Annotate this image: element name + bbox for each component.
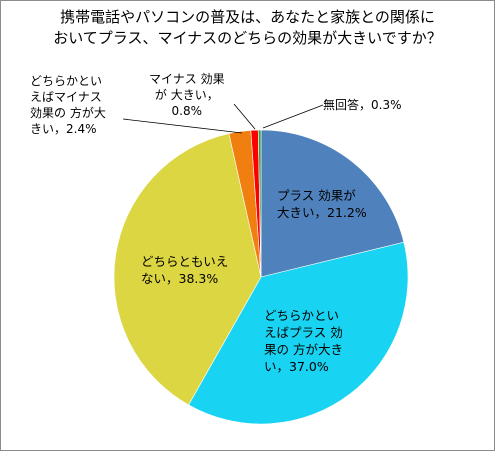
chart-title-line-2: おいてプラス、マイナスのどちらの効果が大きいですか？ [53,29,442,47]
slice-label-plus: プラス 効果が 大きい，21.2% [277,188,367,220]
pie-slice-no-answer [257,129,262,278]
leader-line-minus [233,103,256,130]
pie-slice-plus [260,129,405,278]
leader-line-rather-minus [122,118,243,134]
leader-line-no-answer [262,104,324,129]
slice-label-no-answer: 無回答，0.3% [323,98,402,112]
pie-slice-neither [113,133,262,406]
slice-label-minus: マイナス 効果 が 大きい， 0.8% [149,72,225,118]
chart-title-line-1: 携帯電話やパソコンの普及は、あなたと家族との関係に [60,8,435,26]
slice-label-neither: どちらともいえ ない，38.3% [141,254,229,286]
pie-slice-rather-plus [188,241,409,425]
slice-label-rather-plus: どちらかとい えばプラス 効 果の 方が大き い，37.0% [264,308,343,374]
slice-label-rather-minus: どちらかとい えばマイナス 効果の 方が大 きい，2.4% [30,74,106,136]
chart-title: 携帯電話やパソコンの普及は、あなたと家族との関係に おいてプラス、マイナスのどち… [1,7,494,49]
